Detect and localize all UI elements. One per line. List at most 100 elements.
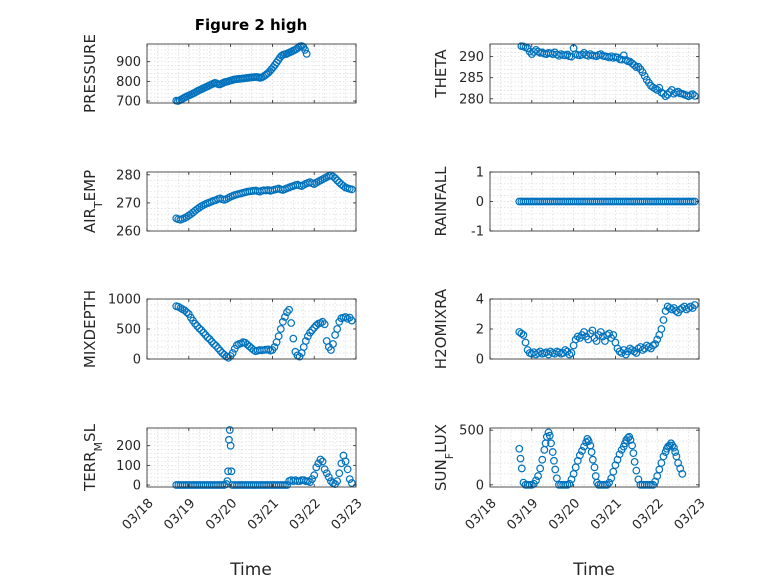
data-point	[686, 197, 695, 206]
data-point	[626, 436, 635, 444]
y-tick-label: 0	[476, 195, 484, 210]
data-point	[690, 301, 699, 309]
y-tick-label: 4	[476, 293, 484, 308]
data-point	[640, 72, 649, 80]
subplot-air_temp: 260 270 280 AIRTEMP	[81, 168, 357, 240]
data-point	[548, 448, 557, 456]
subplot-theta: 280 285 290 THETA	[432, 42, 700, 107]
data-point	[536, 464, 545, 473]
data-point	[659, 316, 668, 324]
data-point	[630, 457, 639, 466]
subplot-rainfall: -1 0 1 RAINFALL	[432, 166, 700, 240]
data-point	[347, 316, 356, 325]
y-tick-label: 0	[476, 478, 484, 493]
data-point	[672, 307, 680, 315]
data-point	[324, 473, 333, 482]
data-point	[212, 341, 220, 350]
data-point	[193, 322, 202, 330]
data-point	[588, 455, 597, 464]
y-tick-label: 280	[459, 92, 484, 107]
y-axis-label-theta: THETA	[432, 49, 450, 99]
data-point	[337, 459, 346, 468]
data-point	[329, 172, 337, 181]
y-tick-label: -1	[471, 225, 484, 240]
data-point	[588, 326, 597, 335]
data-point	[333, 325, 342, 333]
data-point	[302, 49, 311, 58]
data-point	[655, 83, 664, 92]
y-axis-label-sun_flux: SUNFLUX	[432, 424, 456, 491]
data-point	[605, 478, 614, 487]
series-rainfall	[515, 197, 699, 206]
y-tick-label: 280	[116, 168, 141, 183]
y-axis-label-sun_flux-subscript: F	[443, 453, 456, 459]
y-axis-label-pressure: PRESSURE	[81, 34, 99, 113]
y-tick-label: 285	[459, 71, 484, 86]
data-point	[306, 328, 314, 337]
data-point	[214, 344, 222, 353]
data-point	[638, 346, 647, 354]
data-point	[312, 463, 321, 472]
data-point	[331, 174, 340, 183]
data-point	[532, 476, 540, 485]
y-tick-label: 200	[116, 439, 141, 454]
data-point	[575, 451, 584, 460]
data-point	[276, 325, 285, 333]
data-point	[525, 480, 534, 489]
data-point	[283, 308, 291, 317]
data-point	[638, 68, 647, 77]
data-point	[341, 313, 350, 321]
data-point	[674, 87, 682, 96]
data-point	[545, 431, 554, 440]
data-point	[690, 91, 699, 100]
data-point	[667, 305, 676, 314]
y-axis-label-rainfall: RAINFALL	[432, 166, 450, 237]
data-point	[547, 439, 555, 448]
data-point	[318, 317, 327, 326]
data-point	[567, 349, 576, 357]
data-point	[661, 92, 670, 101]
data-point	[270, 343, 279, 351]
data-point	[561, 480, 570, 489]
data-point	[199, 328, 208, 337]
data-point	[345, 475, 354, 484]
data-point	[347, 185, 356, 194]
data-point	[624, 433, 632, 442]
data-point	[596, 328, 605, 336]
data-point	[203, 333, 212, 342]
data-point	[335, 469, 344, 478]
axes-box-terr_msl	[146, 427, 357, 488]
data-point	[628, 441, 637, 450]
data-point	[632, 349, 641, 357]
data-point	[573, 332, 582, 341]
x-axis-label-right: Time	[572, 560, 615, 580]
series-mixdepth	[172, 302, 356, 362]
axes-box-air_temp	[146, 171, 357, 232]
y-axis-label-air_temp: AIRTEMP	[81, 170, 105, 233]
data-point	[224, 353, 233, 362]
data-point	[670, 443, 678, 452]
data-point	[578, 447, 586, 455]
data-point	[227, 467, 236, 476]
data-point	[515, 444, 524, 453]
data-point	[318, 457, 327, 466]
data-point	[644, 343, 653, 351]
data-point	[657, 325, 666, 333]
data-point	[207, 337, 216, 346]
data-point	[565, 350, 574, 359]
data-point	[278, 317, 287, 326]
data-point	[228, 349, 237, 357]
data-point	[551, 465, 560, 474]
axes-box-theta	[489, 43, 700, 104]
y-tick-label: 2	[476, 323, 484, 338]
data-point	[182, 308, 191, 317]
data-point	[329, 340, 337, 348]
data-point	[310, 323, 319, 332]
data-point	[201, 331, 210, 339]
data-point	[563, 50, 572, 59]
data-point	[333, 477, 342, 486]
data-point	[289, 334, 298, 343]
y-tick-label: 100	[116, 459, 141, 474]
subplot-mixdepth: 0 500 1000 MIXDEPTH	[81, 290, 357, 368]
